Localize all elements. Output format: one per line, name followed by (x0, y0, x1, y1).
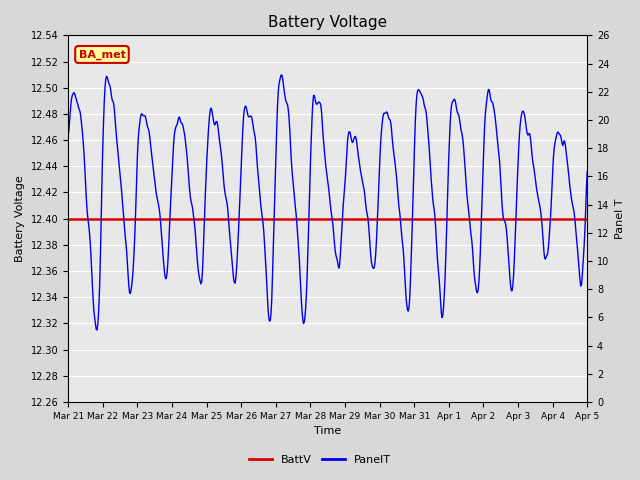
Legend: BattV, PanelT: BattV, PanelT (245, 451, 395, 469)
Y-axis label: Battery Voltage: Battery Voltage (15, 175, 25, 262)
Y-axis label: Panel T: Panel T (615, 198, 625, 239)
X-axis label: Time: Time (314, 426, 341, 436)
Text: BA_met: BA_met (79, 49, 125, 60)
Title: Battery Voltage: Battery Voltage (268, 15, 387, 30)
